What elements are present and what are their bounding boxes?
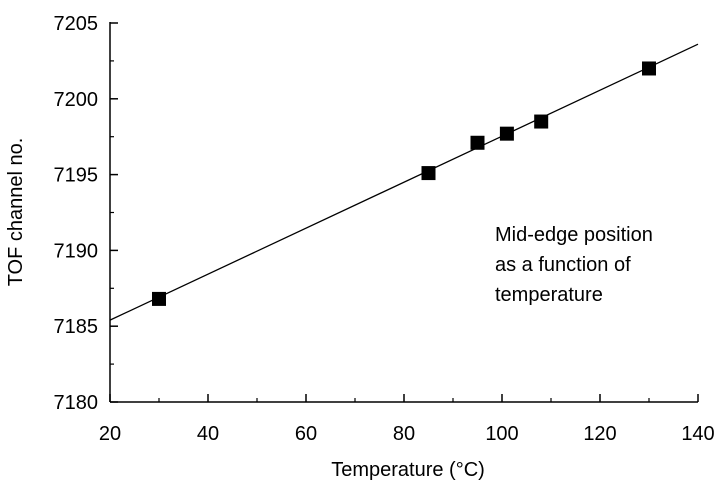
data-points — [152, 61, 656, 306]
y-axis-title: TOF channel no. — [5, 138, 27, 287]
x-tick-label: 140 — [681, 423, 714, 445]
data-point — [534, 114, 549, 129]
annotation-line-3: temperature — [495, 284, 603, 306]
axes: 20 40 60 80 100 120 140 7180 7185 7190 7195 7200 720… — [54, 13, 715, 445]
y-tick-label: 7180 — [54, 392, 99, 414]
fit-line — [109, 43, 699, 321]
x-tick-label: 120 — [583, 423, 616, 445]
y-tick-label: 7185 — [54, 316, 99, 338]
annotation-line-1: Mid-edge position — [495, 224, 653, 246]
data-point — [642, 61, 656, 76]
y-tick-label: 7195 — [54, 165, 99, 187]
x-tick-label: 60 — [295, 423, 317, 445]
annotation-line-2: as a function of — [495, 254, 631, 276]
x-tick-label: 80 — [393, 423, 415, 445]
data-point — [470, 135, 485, 150]
x-axis-title: Temperature (°C) — [331, 459, 485, 481]
data-point — [499, 126, 514, 141]
x-tick-label: 40 — [197, 423, 219, 445]
y-tick-label: 7200 — [54, 89, 99, 111]
data-point — [152, 291, 166, 306]
fit-line-group — [109, 43, 699, 321]
x-tick-label: 20 — [99, 423, 121, 445]
y-tick-label: 7205 — [54, 13, 99, 35]
x-tick-label: 100 — [485, 423, 518, 445]
y-tick-label: 7190 — [54, 240, 99, 262]
data-point — [421, 166, 436, 181]
